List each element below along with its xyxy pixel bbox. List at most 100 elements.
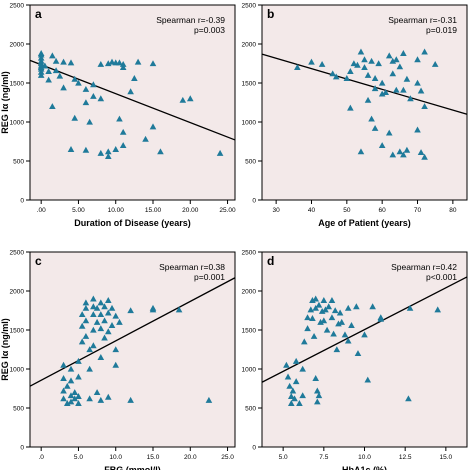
data-point bbox=[332, 73, 340, 80]
data-point bbox=[400, 50, 407, 56]
data-point bbox=[393, 56, 400, 63]
data-point bbox=[406, 304, 414, 311]
data-point bbox=[330, 330, 337, 337]
data-point bbox=[149, 306, 157, 313]
data-point bbox=[134, 58, 142, 65]
y-tick-label: 1000 bbox=[242, 367, 257, 374]
data-point bbox=[82, 99, 90, 106]
panel-a: 0 500 1000 1500 2000 2500 .00 5.00 10.00 15.00 20.… bbox=[0, 3, 236, 229]
data-point bbox=[104, 309, 112, 316]
x-tick-label: 5.0 bbox=[279, 454, 288, 461]
data-point bbox=[108, 58, 116, 65]
data-point bbox=[101, 303, 108, 310]
y-tick-label: 1000 bbox=[242, 120, 257, 127]
x-tick-label: 12.5 bbox=[399, 454, 412, 461]
plot-area bbox=[261, 4, 468, 201]
data-point bbox=[292, 357, 300, 364]
x-tick-label: 15.0 bbox=[440, 454, 453, 461]
data-point bbox=[108, 322, 116, 328]
data-point bbox=[308, 58, 315, 65]
data-point bbox=[82, 299, 90, 306]
data-point bbox=[67, 398, 75, 405]
data-point bbox=[116, 318, 123, 325]
data-point bbox=[344, 304, 352, 311]
data-point bbox=[331, 307, 339, 314]
data-point bbox=[364, 96, 372, 103]
data-point bbox=[71, 389, 79, 396]
data-point bbox=[75, 393, 82, 399]
data-point bbox=[71, 395, 79, 402]
data-point bbox=[112, 361, 120, 368]
data-point bbox=[304, 325, 311, 332]
data-point bbox=[369, 303, 376, 310]
data-point bbox=[385, 52, 393, 59]
data-point bbox=[296, 400, 303, 406]
data-point bbox=[52, 57, 60, 64]
data-point bbox=[216, 149, 224, 156]
data-point bbox=[104, 148, 112, 155]
data-point bbox=[301, 338, 308, 345]
data-point bbox=[37, 68, 45, 75]
data-point bbox=[283, 361, 290, 368]
data-point bbox=[291, 395, 298, 402]
data-point bbox=[112, 146, 120, 152]
y-tick-label: 1500 bbox=[10, 328, 25, 335]
data-point bbox=[403, 75, 411, 82]
data-point bbox=[431, 60, 439, 67]
data-point bbox=[119, 142, 127, 149]
data-point bbox=[348, 322, 355, 328]
plot-area bbox=[29, 251, 236, 448]
data-point bbox=[112, 312, 120, 319]
data-point bbox=[315, 392, 323, 399]
data-point bbox=[322, 306, 329, 313]
data-point bbox=[350, 60, 358, 67]
data-point bbox=[49, 103, 56, 110]
data-point bbox=[354, 61, 361, 68]
data-point bbox=[329, 70, 336, 77]
data-point bbox=[63, 382, 71, 389]
data-point bbox=[434, 306, 442, 313]
panel-d: 0 500 1000 1500 2000 2500 5.0 7.5 10.0 12.5 15.0 d S… bbox=[242, 250, 468, 470]
data-point bbox=[309, 297, 316, 303]
data-point bbox=[67, 59, 75, 66]
y-tick-label: 500 bbox=[245, 406, 256, 413]
data-point bbox=[389, 70, 397, 77]
panel-b: 0 500 1000 1500 2000 2500 30 40 50 60 70 80 b Spearma… bbox=[242, 3, 468, 228]
y-tick-label: 2500 bbox=[10, 250, 25, 257]
data-point bbox=[312, 375, 319, 381]
y-tick-label: 0 bbox=[252, 198, 256, 205]
panel-letter: c bbox=[35, 254, 42, 268]
data-point bbox=[60, 395, 67, 402]
data-point bbox=[357, 48, 365, 55]
data-point bbox=[97, 325, 105, 332]
data-point bbox=[90, 81, 97, 88]
data-point bbox=[37, 54, 45, 61]
data-point bbox=[93, 304, 101, 311]
data-point bbox=[389, 151, 397, 158]
data-point bbox=[294, 64, 301, 71]
data-point bbox=[382, 89, 390, 95]
panel-letter: b bbox=[267, 7, 274, 21]
y-tick-label: 0 bbox=[20, 445, 24, 452]
data-point bbox=[338, 318, 346, 325]
data-point bbox=[86, 346, 93, 353]
data-point bbox=[299, 392, 306, 399]
y-axis-label: REG Iα (ng/ml) bbox=[0, 71, 10, 134]
data-point bbox=[357, 148, 365, 155]
data-point bbox=[82, 146, 90, 153]
panel-letter: d bbox=[267, 254, 274, 268]
data-point bbox=[318, 307, 326, 314]
x-tick-label: 15.00 bbox=[145, 207, 162, 214]
y-tick-label: 2000 bbox=[242, 42, 257, 49]
data-point bbox=[414, 126, 421, 133]
x-tick-label: .00 bbox=[37, 207, 46, 214]
data-point bbox=[347, 104, 354, 111]
data-point bbox=[86, 118, 93, 125]
data-point bbox=[309, 315, 316, 321]
data-point bbox=[37, 51, 45, 58]
data-point bbox=[378, 90, 386, 97]
data-point bbox=[314, 398, 321, 405]
x-tick-label: 70 bbox=[414, 207, 422, 214]
data-point bbox=[377, 314, 385, 321]
data-point bbox=[104, 297, 112, 303]
